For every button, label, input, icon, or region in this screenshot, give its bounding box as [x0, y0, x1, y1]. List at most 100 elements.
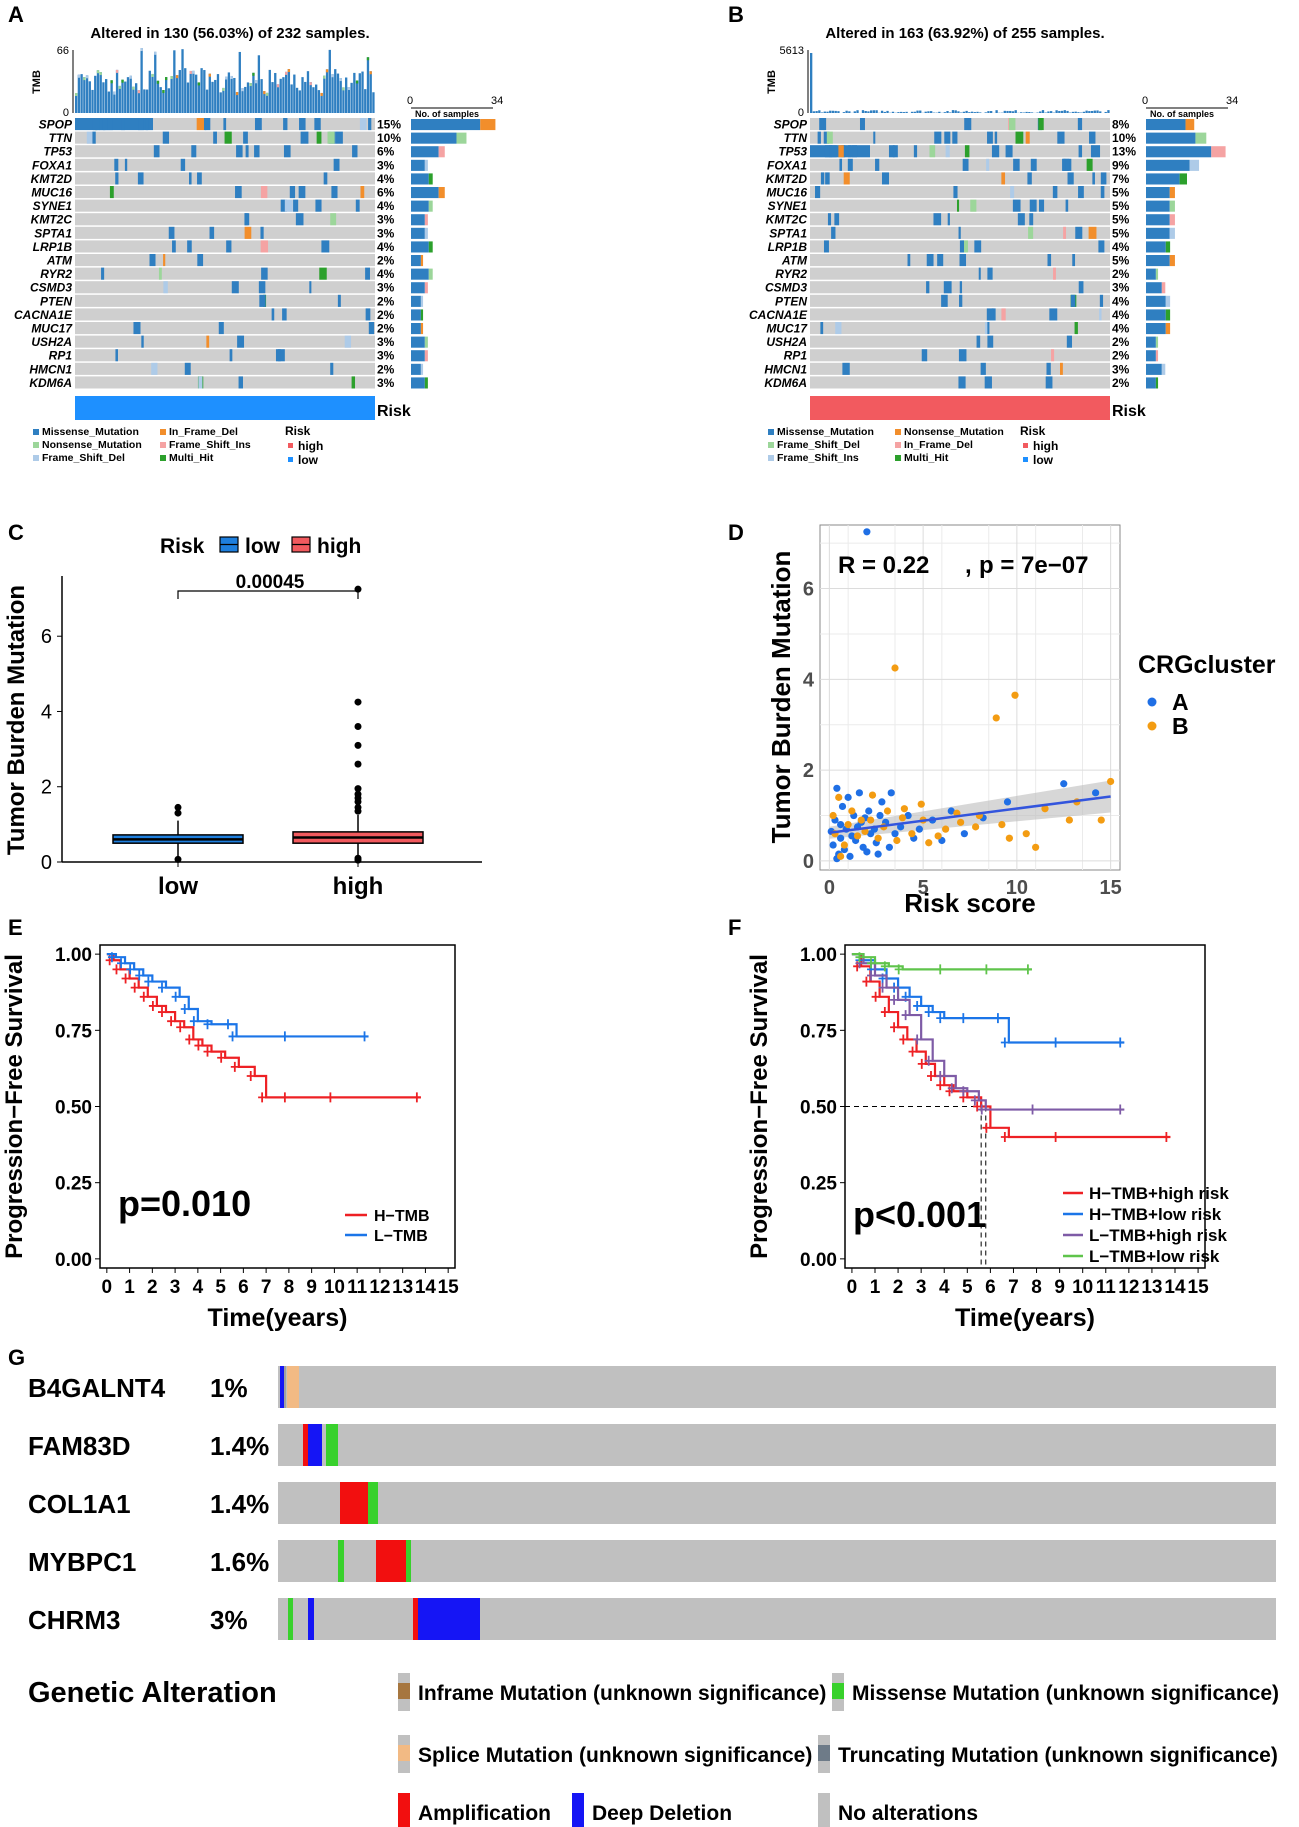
mutation-tick	[1030, 158, 1037, 171]
mutation-tick	[1051, 349, 1055, 362]
mutation-tick	[888, 145, 895, 158]
samples-axis-min: 0	[1142, 95, 1148, 107]
gene-name: RP1	[784, 349, 808, 363]
tmb-bar	[293, 74, 296, 113]
gene-name: USH2A	[31, 335, 72, 349]
legend-title: CRGcluster	[1138, 651, 1276, 679]
x-axis-title: Risk score	[904, 888, 1036, 918]
tmb-bar	[919, 110, 922, 113]
censor-mark	[112, 964, 121, 975]
tmb-bar	[192, 70, 195, 113]
gene-percent: 15%	[377, 118, 401, 132]
mutation-tick	[825, 172, 830, 185]
censor-mark	[977, 1104, 986, 1115]
scatter-panel: 0 5 10 15 0 2 4 6 R = 0.22, p = 7e−07 Risk score Tu…	[766, 524, 1276, 918]
mutation-tick	[829, 145, 837, 158]
gene-name: RP1	[49, 349, 73, 363]
outlier-point	[174, 803, 182, 811]
sample-count-bar	[1146, 132, 1196, 144]
tmb-bar	[1028, 112, 1031, 113]
tmb-bar-cap	[132, 86, 135, 90]
gene-row-bg	[75, 172, 375, 185]
tmb-bar	[233, 77, 236, 113]
mutation-tick	[237, 335, 245, 348]
mutation-tick	[976, 335, 981, 348]
legend-swatch	[398, 1793, 410, 1827]
legend-label: Multi_Hit	[904, 452, 949, 464]
tmb-bar	[845, 110, 848, 113]
sample-count-bar	[411, 159, 425, 171]
sample-count-bar	[1169, 214, 1175, 226]
mutation-tick	[921, 349, 928, 362]
gene-name: KDM6A	[764, 376, 807, 390]
sample-count-bar	[1146, 323, 1166, 335]
x-tick-label: 13	[1141, 1277, 1162, 1298]
tmb-bar	[902, 112, 906, 113]
tmb-bar	[957, 111, 960, 113]
tmb-bar	[823, 111, 826, 113]
mutation-tick	[352, 145, 358, 158]
gene-name: KMT2D	[766, 172, 808, 186]
gene-percent: 2%	[377, 308, 395, 322]
point-B	[1032, 843, 1040, 851]
gene-name: SPOP	[774, 118, 808, 132]
mutation-tick	[1100, 172, 1107, 185]
mutation-tick	[141, 335, 144, 348]
sample-count-bar	[428, 173, 433, 185]
legend-label: In_Frame_Del	[169, 426, 238, 438]
point-A	[915, 825, 923, 833]
tmb-bar	[853, 111, 856, 113]
mutation-tick	[959, 254, 967, 267]
tmb-bar	[355, 80, 359, 113]
legend-title: Risk	[160, 535, 205, 558]
tmb-bar-cap	[170, 76, 173, 80]
censor-mark	[1162, 1131, 1171, 1142]
tmb-bar	[208, 73, 211, 113]
point-A	[846, 852, 854, 860]
tmb-bar	[1041, 110, 1045, 113]
tmb-bar	[290, 84, 293, 113]
legend-label: Missense Mutation (unknown significance)	[852, 1682, 1279, 1705]
censor-mark	[203, 1046, 212, 1057]
mutation-tick	[236, 145, 243, 158]
alteration-mark	[308, 1424, 322, 1466]
survival-curve	[106, 953, 421, 1099]
tmb-bar	[1093, 110, 1096, 113]
legend-label: H−TMB+low risk	[1089, 1205, 1222, 1224]
censor-mark	[135, 970, 144, 981]
legend-label: Amplification	[418, 1802, 551, 1825]
tmb-bar-cap	[249, 83, 252, 87]
mutation-tick	[277, 349, 285, 362]
legend-swatch	[33, 442, 39, 448]
tmb-bar	[249, 83, 252, 113]
y-tick-label: 1.00	[800, 945, 837, 966]
annotation-p: p = 7e−07	[979, 552, 1088, 579]
mutation-tick	[959, 294, 963, 307]
mutation-tick	[961, 240, 968, 253]
mutation-tick	[978, 267, 981, 280]
mutation-tick	[293, 199, 299, 212]
sample-count-bar	[420, 295, 424, 307]
mutation-tick	[926, 281, 930, 294]
x-tick-label: 9	[306, 1277, 317, 1298]
oncoprint-row	[278, 1540, 1276, 1582]
mutation-tick	[86, 131, 93, 144]
tmb-bar	[886, 110, 889, 113]
x-tick-label: 1	[124, 1277, 135, 1298]
alteration-mark	[284, 1366, 286, 1408]
sample-count-bar	[411, 350, 425, 362]
sample-count-bar	[1155, 336, 1159, 348]
gene-name: ATM	[46, 254, 73, 268]
tmb-bar	[165, 77, 168, 113]
mutation-tick	[838, 145, 844, 158]
mutation-tick	[229, 349, 233, 362]
tmb-bar	[831, 110, 835, 113]
panel-label-C: C	[8, 520, 24, 545]
legend-swatch	[768, 455, 774, 461]
mutation-tick	[330, 213, 337, 226]
tmb-bar	[115, 69, 119, 113]
point-B	[925, 839, 933, 847]
tmb-axis-label: TMB	[766, 70, 778, 94]
sample-count-bar	[480, 119, 496, 131]
censor-mark	[157, 982, 166, 993]
